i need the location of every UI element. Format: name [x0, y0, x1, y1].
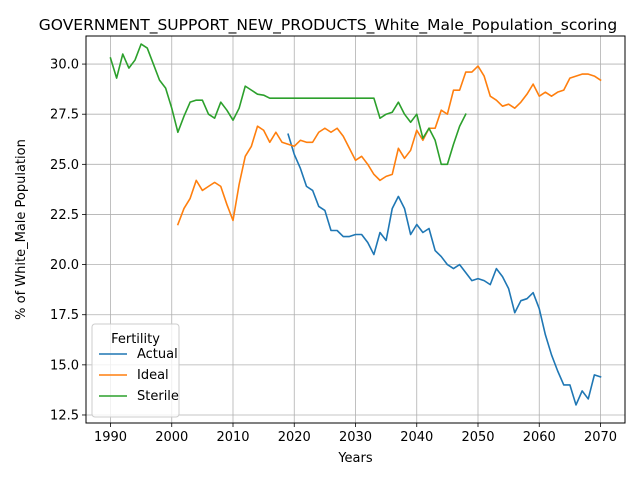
- axis-ticks: 1990 2000 2010 2020 2030 2040 2050 2060 2070 12.5…: [50, 58, 617, 445]
- y-tick-label: 25.0: [50, 158, 79, 173]
- chart-title: GOVERNMENT_SUPPORT_NEW_PRODUCTS_White_Ma…: [39, 16, 617, 35]
- x-axis-label: Years: [337, 451, 373, 466]
- y-tick-label: 17.5: [50, 308, 79, 323]
- legend-label-sterile: Sterile: [137, 389, 179, 404]
- y-tick-label: 12.5: [50, 408, 79, 423]
- series-lines: [109, 43, 602, 406]
- x-tick-label: 2050: [461, 430, 494, 445]
- x-tick-label: 2000: [155, 430, 188, 445]
- series-line-actual: [287, 133, 602, 406]
- legend: Fertility Actual Ideal Sterile: [91, 323, 180, 418]
- y-axis-label: % of White_Male Population: [14, 139, 29, 320]
- grid-lines: [86, 36, 625, 423]
- y-tick-label: 27.5: [50, 108, 79, 123]
- x-tick-label: 2020: [278, 430, 311, 445]
- series-line-sterile: [109, 43, 467, 166]
- y-tick-label: 20.0: [50, 258, 79, 273]
- x-tick-label: 2010: [216, 430, 249, 445]
- x-tick-label: 1990: [94, 430, 127, 445]
- legend-entries: Actual Ideal Sterile: [99, 347, 179, 404]
- y-tick-label: 15.0: [50, 358, 79, 373]
- x-tick-label: 2070: [584, 430, 617, 445]
- x-tick-label: 2030: [339, 430, 372, 445]
- legend-label-actual: Actual: [137, 347, 178, 362]
- legend-label-ideal: Ideal: [137, 368, 169, 383]
- series-line-ideal: [176, 65, 602, 226]
- x-tick-label: 2040: [400, 430, 433, 445]
- legend-title: Fertility: [111, 332, 160, 347]
- x-tick-label: 2060: [523, 430, 556, 445]
- legend-box: [91, 323, 180, 418]
- y-tick-label: 22.5: [50, 208, 79, 223]
- y-tick-label: 30.0: [50, 58, 79, 73]
